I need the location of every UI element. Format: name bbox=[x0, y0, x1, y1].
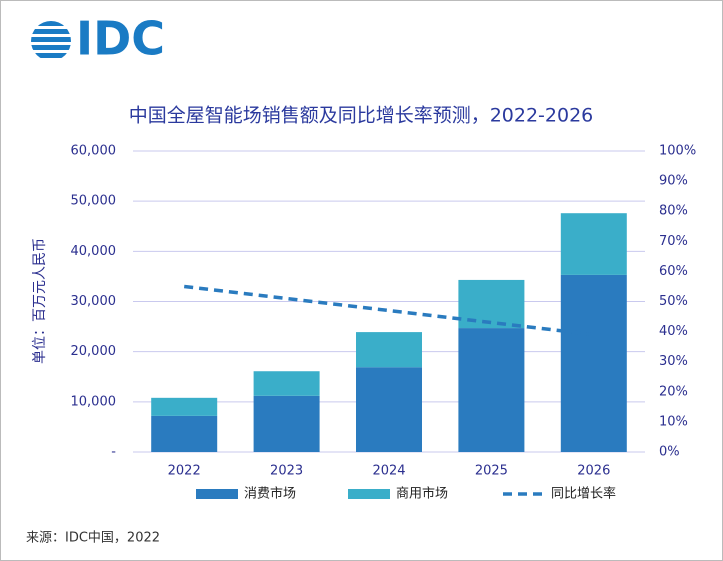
y-axis-label: 单位：百万元人民币 bbox=[32, 238, 48, 364]
bar bbox=[458, 328, 525, 452]
y2-tick-label: 20% bbox=[659, 384, 688, 399]
x-tick-label: 2026 bbox=[577, 464, 610, 479]
line bbox=[183, 284, 595, 337]
legend-label: 消费市场 bbox=[244, 486, 296, 502]
bar bbox=[356, 367, 422, 452]
y2-tick-label: 70% bbox=[659, 234, 688, 249]
y2-tick-label: 60% bbox=[659, 264, 688, 279]
bar bbox=[560, 274, 627, 452]
y2-tick-label: 100% bbox=[659, 144, 696, 159]
logo-text: IDC bbox=[76, 12, 165, 66]
legend-label: 同比增长率 bbox=[551, 486, 616, 502]
bar bbox=[560, 213, 627, 275]
y-tick-label: 30,000 bbox=[71, 294, 117, 309]
y-tick-label: 10,000 bbox=[71, 394, 117, 409]
y-tick-label: 20,000 bbox=[71, 344, 117, 359]
bar bbox=[151, 397, 218, 416]
chart-title: 中国全屋智能场销售额及同比增长率预测，2022-2026 bbox=[129, 105, 594, 127]
x-tick-label: 2022 bbox=[168, 464, 201, 479]
y-tick-label: 60,000 bbox=[71, 144, 117, 159]
x-tick-label: 2023 bbox=[270, 464, 303, 479]
y2-tick-label: 80% bbox=[659, 204, 688, 219]
source: 来源：IDC中国，2022 bbox=[26, 531, 160, 546]
y2-tick-label: 90% bbox=[659, 174, 688, 189]
y2-tick-label: 30% bbox=[659, 354, 688, 369]
y2-tick-label: 0% bbox=[659, 445, 680, 460]
x-tick-label: 2025 bbox=[475, 464, 508, 479]
logo-globe bbox=[31, 21, 71, 58]
legend-swatch bbox=[196, 489, 238, 499]
x-tick-label: 2024 bbox=[372, 464, 405, 479]
y-tick-label: 40,000 bbox=[71, 244, 117, 259]
bar bbox=[253, 395, 320, 452]
legend-label: 商用市场 bbox=[396, 486, 448, 502]
y-tick-label: 50,000 bbox=[71, 194, 117, 209]
y2-tick-label: 40% bbox=[659, 324, 688, 339]
y2-tick-label: 10% bbox=[659, 414, 688, 429]
bar bbox=[253, 371, 320, 396]
y2-tick-label: 50% bbox=[659, 294, 688, 309]
bar bbox=[151, 415, 218, 452]
y-tick-label: - bbox=[111, 445, 116, 460]
legend-swatch bbox=[348, 489, 390, 499]
bar bbox=[356, 332, 422, 368]
